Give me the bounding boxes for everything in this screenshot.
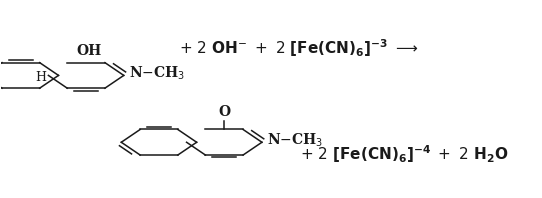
- Text: $+\ 2\ \mathbf{OH}^{-}\ +\ 2\ \mathbf{[Fe(CN)_{6}]^{-3}}\ \longrightarrow$: $+\ 2\ \mathbf{OH}^{-}\ +\ 2\ \mathbf{[F…: [179, 37, 418, 59]
- Text: H: H: [35, 71, 46, 84]
- Text: OH: OH: [76, 44, 101, 58]
- Text: $+\ 2\ \mathbf{[Fe(CN)_{6}]^{-4}}\ +\ 2\ \mathbf{H_{2}O}$: $+\ 2\ \mathbf{[Fe(CN)_{6}]^{-4}}\ +\ 2\…: [300, 143, 508, 165]
- Text: N$-$CH$_{3}$: N$-$CH$_{3}$: [267, 132, 323, 149]
- Text: O: O: [218, 105, 230, 119]
- Text: N$-$CH$_{3}$: N$-$CH$_{3}$: [129, 65, 185, 82]
